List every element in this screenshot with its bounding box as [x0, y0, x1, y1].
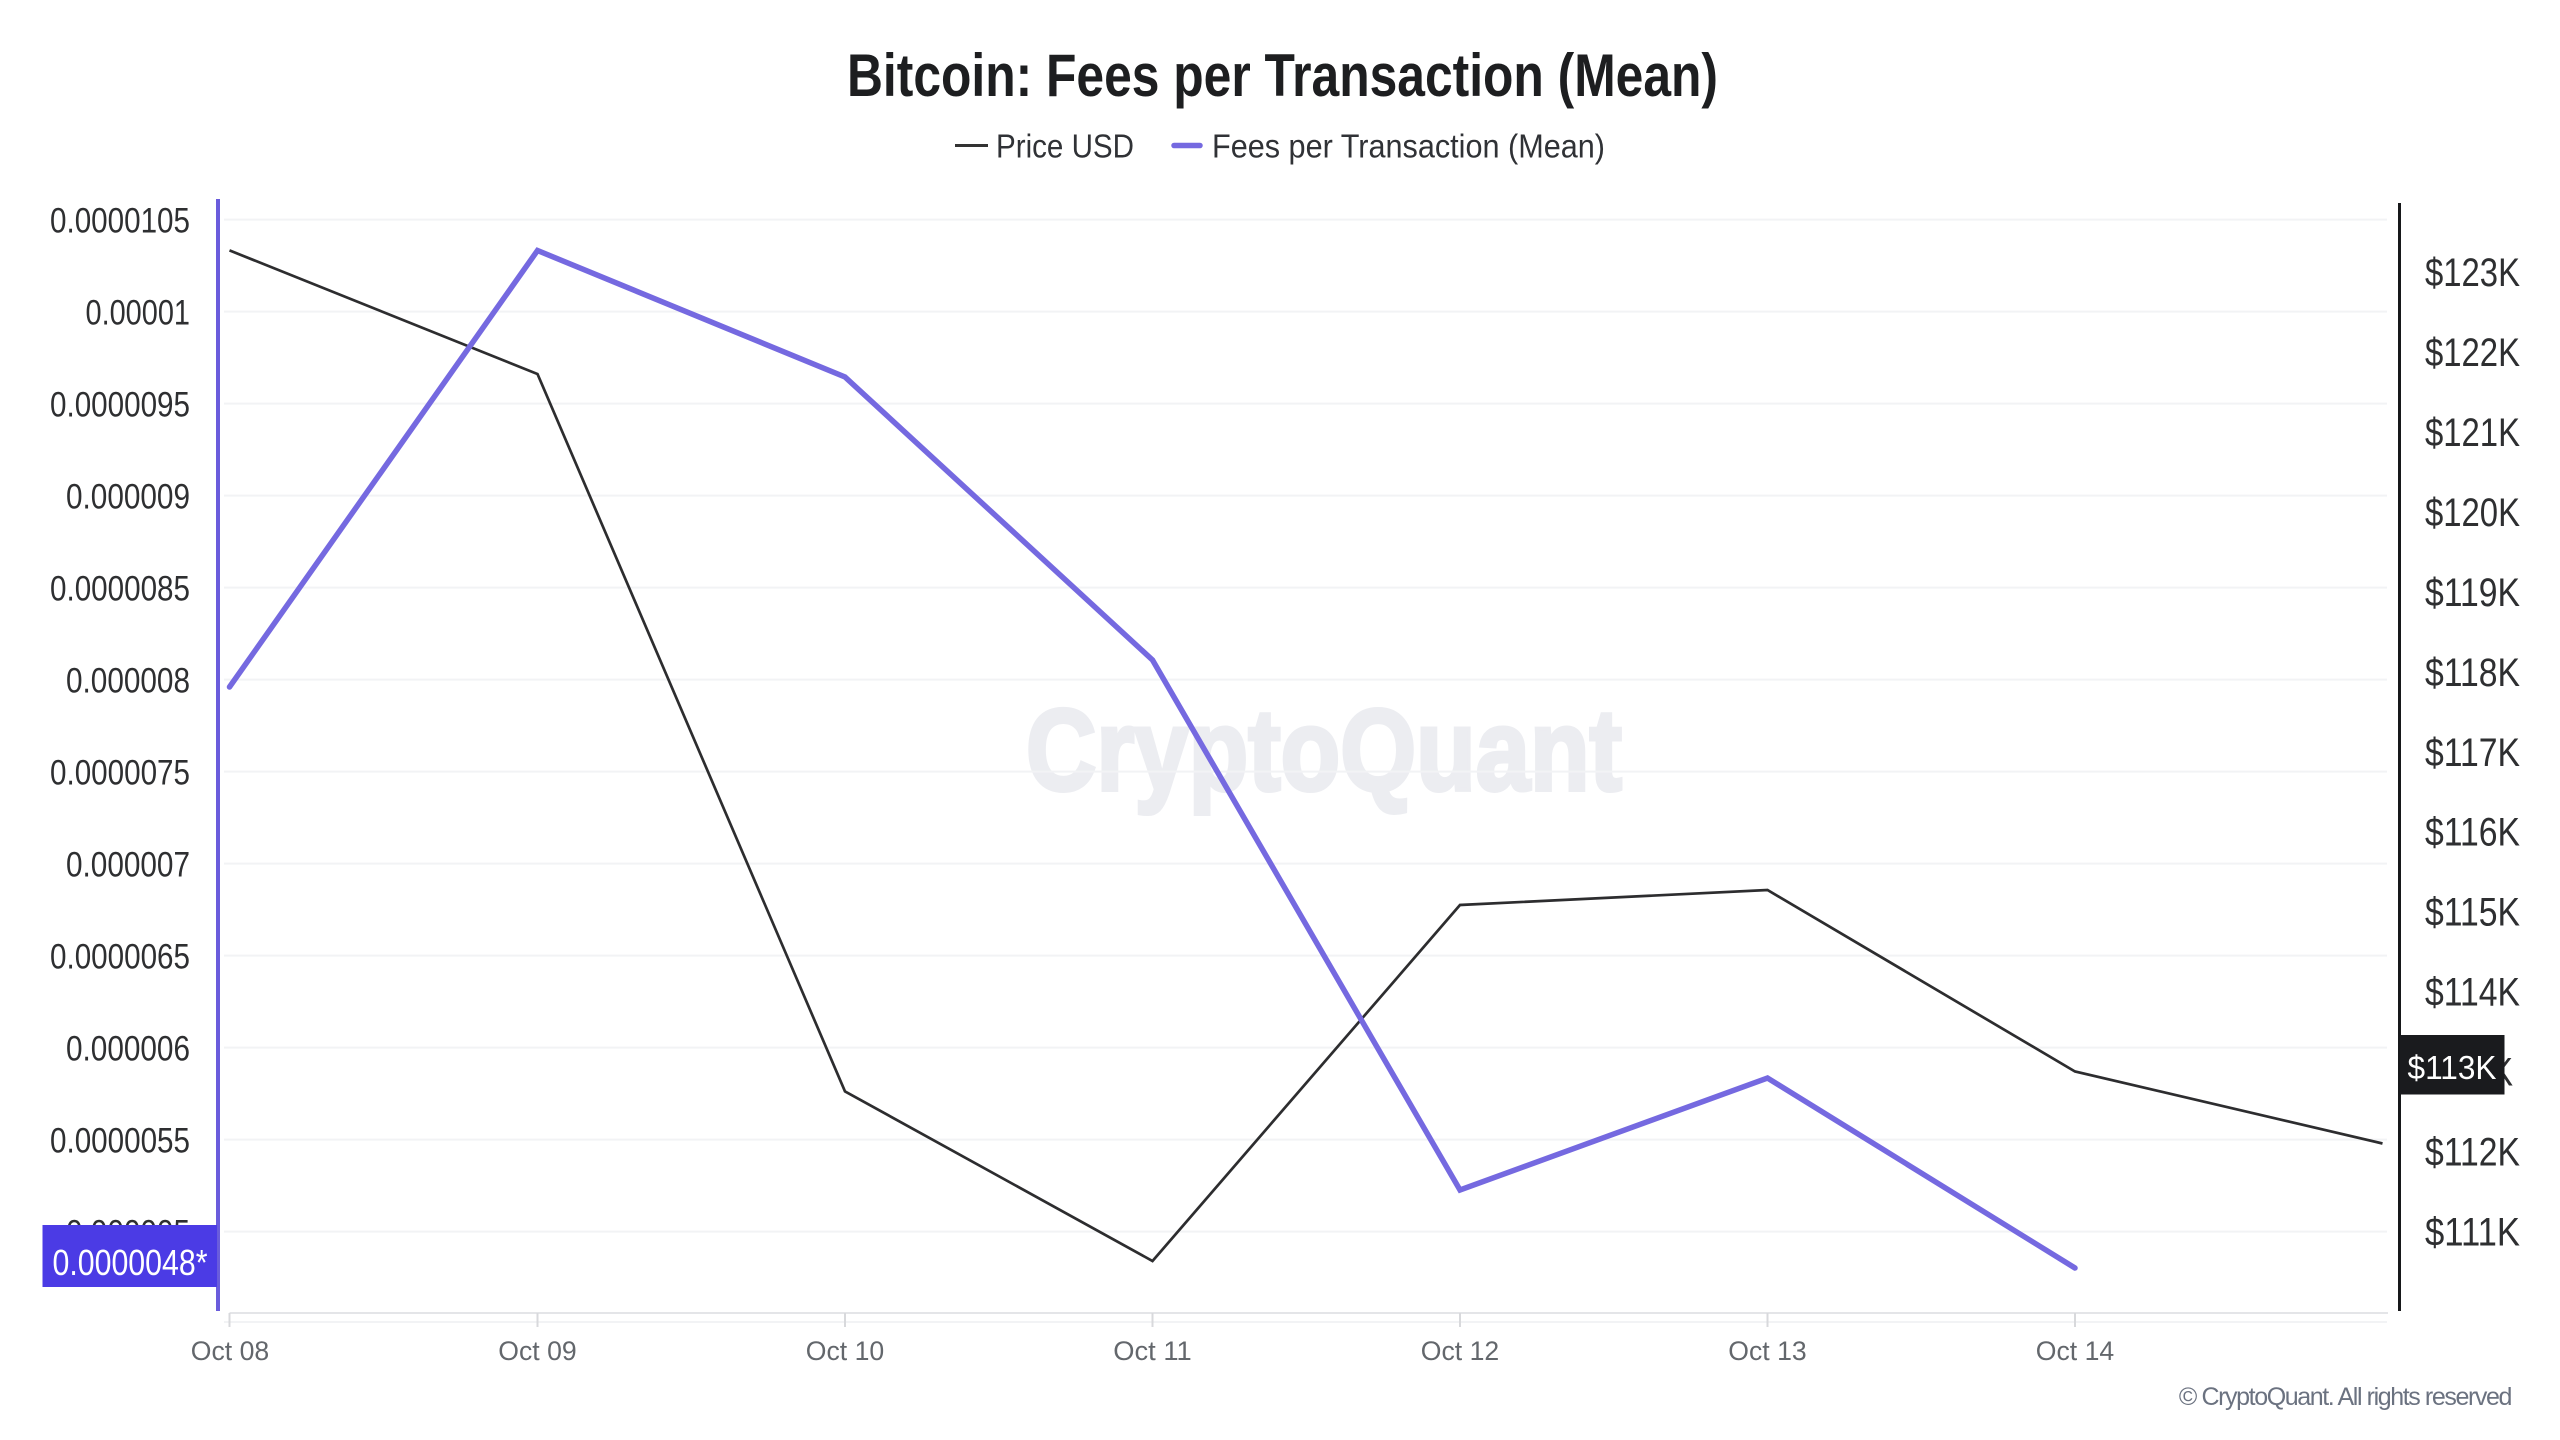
svg-text:0.0000048*: 0.0000048*	[53, 1242, 208, 1283]
svg-text:$115K: $115K	[2425, 891, 2520, 935]
svg-text:$123K: $123K	[2425, 251, 2520, 295]
svg-text:0.000006: 0.000006	[66, 1029, 190, 1068]
svg-text:$119K: $119K	[2425, 571, 2520, 615]
svg-text:0.0000095: 0.0000095	[50, 385, 190, 424]
svg-text:$118K: $118K	[2425, 651, 2520, 695]
svg-text:Oct 12: Oct 12	[1421, 1336, 1499, 1366]
svg-text:Bitcoin: Fees per Transaction: Bitcoin: Fees per Transaction (Mean)	[847, 42, 1718, 109]
svg-text:Oct 09: Oct 09	[498, 1336, 576, 1366]
svg-text:CryptoQuant: CryptoQuant	[1026, 685, 1622, 815]
svg-text:0.00001: 0.00001	[86, 293, 191, 332]
svg-text:0.0000105: 0.0000105	[50, 201, 190, 240]
svg-text:$117K: $117K	[2425, 731, 2520, 775]
svg-text:$113K: $113K	[2408, 1049, 2497, 1086]
svg-text:$114K: $114K	[2425, 971, 2520, 1015]
svg-text:© CryptoQuant. All rights rese: © CryptoQuant. All rights reserved	[2179, 1383, 2512, 1411]
svg-text:$112K: $112K	[2425, 1130, 2520, 1174]
svg-text:Oct 14: Oct 14	[2036, 1336, 2114, 1366]
svg-text:0.000008: 0.000008	[66, 661, 190, 700]
svg-text:Oct 08: Oct 08	[191, 1336, 269, 1366]
svg-text:Oct 11: Oct 11	[1113, 1336, 1191, 1366]
svg-text:Price USD: Price USD	[996, 128, 1134, 165]
svg-text:0.0000065: 0.0000065	[50, 937, 190, 976]
svg-text:0.0000085: 0.0000085	[50, 569, 190, 608]
svg-text:0.000009: 0.000009	[66, 477, 190, 516]
svg-text:0.0000055: 0.0000055	[50, 1121, 190, 1160]
svg-text:0.0000075: 0.0000075	[50, 753, 190, 792]
svg-text:$116K: $116K	[2425, 811, 2520, 855]
svg-text:Oct 13: Oct 13	[1728, 1336, 1806, 1366]
svg-text:$121K: $121K	[2425, 411, 2520, 455]
svg-text:$122K: $122K	[2425, 331, 2520, 375]
svg-text:$111K: $111K	[2425, 1210, 2520, 1254]
svg-text:Fees per Transaction (Mean): Fees per Transaction (Mean)	[1212, 128, 1605, 165]
svg-text:0.000007: 0.000007	[66, 845, 190, 884]
svg-text:Oct 10: Oct 10	[806, 1336, 884, 1366]
svg-text:$120K: $120K	[2425, 491, 2520, 535]
